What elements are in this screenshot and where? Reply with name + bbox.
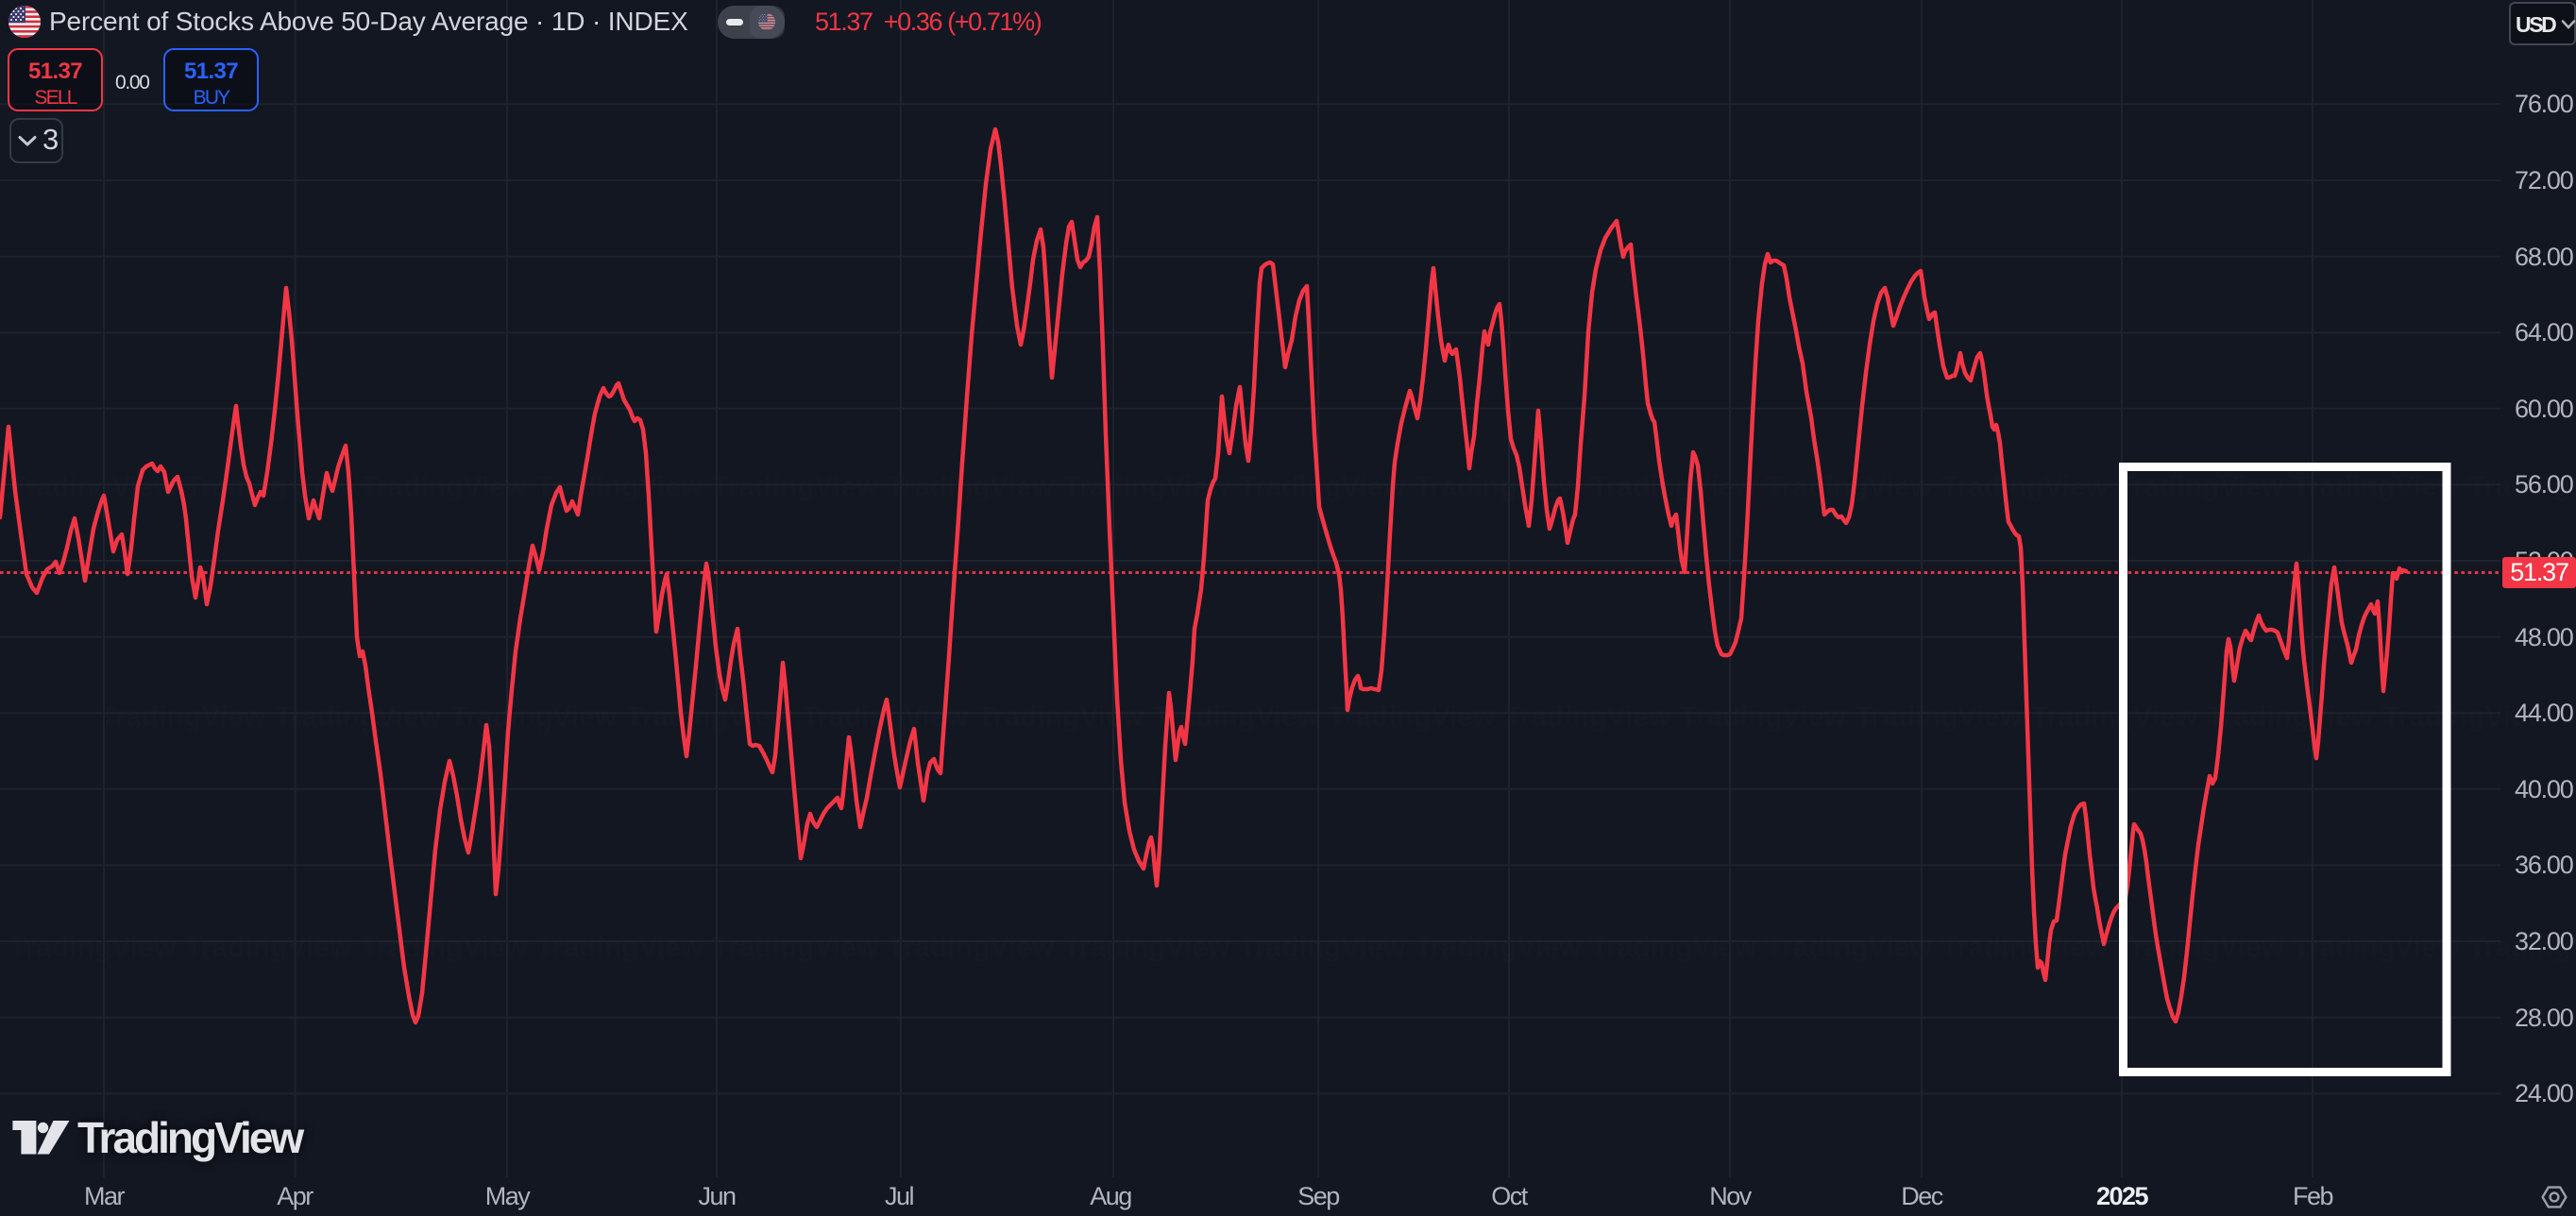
svg-text:TradingView: TradingView (712, 471, 879, 502)
svg-text:TradingView: TradingView (1856, 701, 2023, 733)
svg-text:TradingView: TradingView (1063, 932, 1230, 963)
svg-text:TradingView: TradingView (99, 701, 266, 733)
svg-text:TradingView: TradingView (1504, 701, 1671, 733)
svg-text:TradingView: TradingView (1766, 932, 1933, 963)
svg-text:TradingView: TradingView (361, 932, 528, 963)
svg-text:TradingView: TradingView (2117, 932, 2284, 963)
svg-text:TradingView: TradingView (712, 932, 879, 963)
svg-text:TradingView: TradingView (1153, 701, 1320, 733)
svg-text:TradingView: TradingView (2031, 701, 2198, 733)
svg-text:TradingView: TradingView (2117, 471, 2284, 502)
svg-text:TradingView: TradingView (1766, 471, 1933, 502)
svg-text:TradingView: TradingView (1063, 471, 1230, 502)
svg-text:TradingView: TradingView (888, 932, 1055, 963)
svg-text:TradingView: TradingView (1941, 932, 2109, 963)
svg-text:TradingView: TradingView (450, 701, 618, 733)
svg-text:TradingView: TradingView (626, 701, 793, 733)
svg-text:TradingView: TradingView (1680, 701, 1847, 733)
svg-text:TradingView: TradingView (9, 932, 177, 963)
svg-text:TradingView: TradingView (1415, 932, 1582, 963)
svg-text:TradingView: TradingView (2207, 701, 2374, 733)
svg-text:TradingView: TradingView (275, 701, 442, 733)
svg-text:TradingView: TradingView (1415, 471, 1582, 502)
svg-text:TradingView: TradingView (2293, 471, 2460, 502)
svg-text:TradingView: TradingView (1941, 471, 2109, 502)
svg-text:TradingView: TradingView (1239, 932, 1406, 963)
svg-text:TradingView: TradingView (888, 471, 1055, 502)
svg-text:TradingView: TradingView (1590, 932, 1757, 963)
svg-text:TradingView: TradingView (1239, 471, 1406, 502)
svg-text:TradingView: TradingView (1590, 471, 1757, 502)
svg-text:TradingView: TradingView (536, 932, 703, 963)
svg-text:TradingView: TradingView (9, 471, 177, 502)
svg-text:TradingView: TradingView (361, 471, 528, 502)
svg-text:TradingView: TradingView (1329, 701, 1496, 733)
svg-text:TradingView: TradingView (2293, 932, 2460, 963)
svg-text:TradingView: TradingView (185, 932, 352, 963)
